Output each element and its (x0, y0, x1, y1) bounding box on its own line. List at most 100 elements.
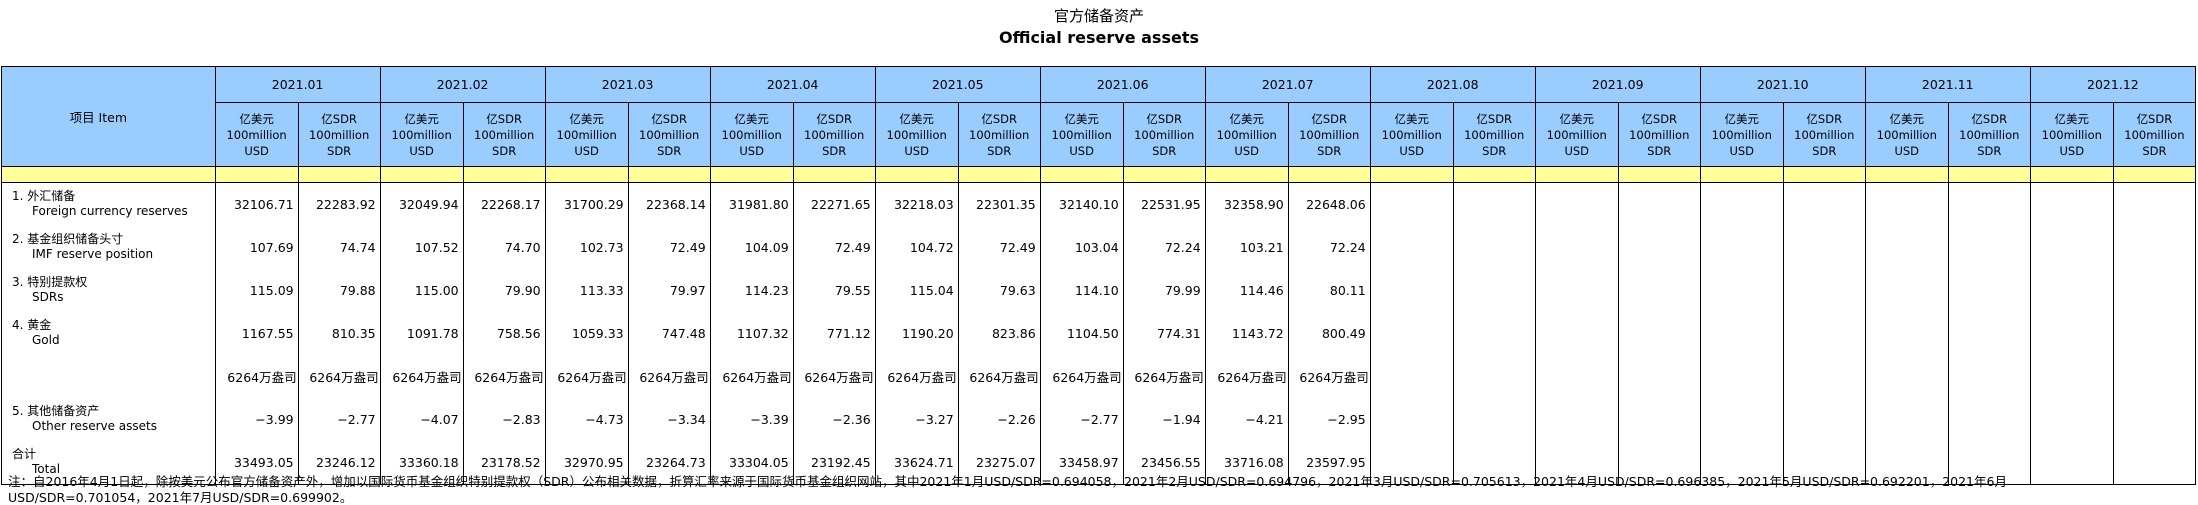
unit-sdr-header: 亿SDR 100million SDR (297, 102, 381, 167)
value-cell: 114.10 (1039, 268, 1124, 312)
value-cell: 104.72 (874, 225, 959, 269)
value-cell (1369, 182, 1454, 226)
value-cell (1947, 354, 2031, 398)
unit-sdr-header: 亿SDR 100million SDR (1947, 102, 2031, 167)
value-cell (1782, 225, 1866, 269)
value-cell: 33716.08 (1204, 440, 1289, 485)
value-cell: 6264万盎司 (627, 354, 711, 398)
month-header: 2021.04 (709, 66, 876, 103)
value-cell (1534, 182, 1619, 226)
value-cell: 74.74 (297, 225, 381, 269)
value-cell (1782, 354, 1866, 398)
value-cell (1699, 182, 1784, 226)
value-cell: 79.99 (1122, 268, 1206, 312)
value-cell (1864, 225, 1949, 269)
value-cell (1782, 268, 1866, 312)
value-cell: 32140.10 (1039, 182, 1124, 226)
value-cell (1452, 397, 1536, 441)
value-cell: 22368.14 (627, 182, 711, 226)
value-cell: 80.11 (1287, 268, 1371, 312)
value-cell (2029, 440, 2114, 485)
value-cell: 800.49 (1287, 311, 1371, 355)
value-cell: 72.49 (792, 225, 876, 269)
table-row: 1. 外汇储备 Foreign currency reserves 32106.71… (1, 182, 2197, 226)
value-cell (1782, 311, 1866, 355)
value-cell: 107.69 (214, 225, 299, 269)
unit-sdr-header: 亿SDR 100million SDR (627, 102, 711, 167)
unit-usd-header: 亿美元 100million USD (1699, 102, 1784, 167)
value-cell (2112, 182, 2197, 226)
value-cell: 6264万盎司 (1122, 354, 1206, 398)
table-row: 合计 Total 33493.05 23246.12 33360.18 23178.52 3… (1, 440, 2197, 485)
unit-header-row: 亿美元 100million USD 亿SDR 100million SDR 亿美元 100m… (1, 102, 2197, 167)
row-label: 3. 特别提款权 SDRs (1, 268, 216, 312)
value-cell (2029, 397, 2114, 441)
value-cell: 6264万盎司 (214, 354, 299, 398)
value-cell: 115.04 (874, 268, 959, 312)
value-cell (1617, 225, 1701, 269)
value-cell (1617, 440, 1701, 485)
value-cell: 79.88 (297, 268, 381, 312)
value-cell (1782, 397, 1866, 441)
page-title-en: Official reserve assets (999, 28, 1199, 47)
value-cell: 6264万盎司 (544, 354, 629, 398)
value-cell (1617, 311, 1701, 355)
value-cell: 6264万盎司 (1204, 354, 1289, 398)
value-cell: 23264.73 (627, 440, 711, 485)
value-cell: 22271.65 (792, 182, 876, 226)
value-cell: 33304.05 (709, 440, 794, 485)
value-cell: −1.94 (1122, 397, 1206, 441)
unit-sdr-header: 亿SDR 100million SDR (792, 102, 876, 167)
yellow-band-row (1, 166, 2197, 183)
row-label: 1. 外汇储备 Foreign currency reserves (1, 182, 216, 226)
value-cell: 6264万盎司 (792, 354, 876, 398)
value-cell: 22283.92 (297, 182, 381, 226)
value-cell (1699, 268, 1784, 312)
value-cell (1369, 268, 1454, 312)
value-cell: −3.99 (214, 397, 299, 441)
value-cell (1534, 225, 1619, 269)
value-cell (1947, 311, 2031, 355)
value-cell: 823.86 (957, 311, 1041, 355)
value-cell (2112, 354, 2197, 398)
unit-sdr-header: 亿SDR 100million SDR (2112, 102, 2197, 167)
value-cell: 33493.05 (214, 440, 299, 485)
value-cell: 74.70 (462, 225, 546, 269)
value-cell: −2.26 (957, 397, 1041, 441)
unit-usd-header: 亿美元 100million USD (1039, 102, 1124, 167)
value-cell: 115.09 (214, 268, 299, 312)
unit-sdr-header: 亿SDR 100million SDR (1287, 102, 1371, 167)
value-cell (1782, 182, 1866, 226)
unit-usd-header: 亿美元 100million USD (1864, 102, 1949, 167)
value-cell (1699, 354, 1784, 398)
unit-usd-header: 亿美元 100million USD (1534, 102, 1619, 167)
value-cell (1617, 182, 1701, 226)
value-cell: 23178.52 (462, 440, 546, 485)
unit-usd-header: 亿美元 100million USD (1369, 102, 1454, 167)
unit-usd-header: 亿美元 100million USD (874, 102, 959, 167)
value-cell: 774.31 (1122, 311, 1206, 355)
table-row: 5. 其他储备资产 Other reserve assets −3.99 −2.77−… (1, 397, 2197, 441)
value-cell: 1190.20 (874, 311, 959, 355)
value-cell (1617, 354, 1701, 398)
value-cell: 103.21 (1204, 225, 1289, 269)
value-cell: 79.63 (957, 268, 1041, 312)
item-column-header: 项目 Item (1, 66, 216, 167)
value-cell: −2.36 (792, 397, 876, 441)
value-cell: 33360.18 (379, 440, 464, 485)
value-cell: 32358.90 (1204, 182, 1289, 226)
value-cell: 72.24 (1122, 225, 1206, 269)
value-cell: 23456.55 (1122, 440, 1206, 485)
unit-sdr-header: 亿SDR 100million SDR (1782, 102, 1866, 167)
value-cell: 72.24 (1287, 225, 1371, 269)
value-cell (1864, 397, 1949, 441)
reserve-assets-table: 项目 Item 2021.01 2021.02 2021.03 2021.04 2021… (1, 66, 2197, 485)
value-cell: 22301.35 (957, 182, 1041, 226)
value-cell: 747.48 (627, 311, 711, 355)
value-cell (1864, 268, 1949, 312)
value-cell: −4.07 (379, 397, 464, 441)
value-cell (2029, 311, 2114, 355)
value-cell: 107.52 (379, 225, 464, 269)
value-cell: 104.09 (709, 225, 794, 269)
value-cell (1864, 440, 1949, 485)
